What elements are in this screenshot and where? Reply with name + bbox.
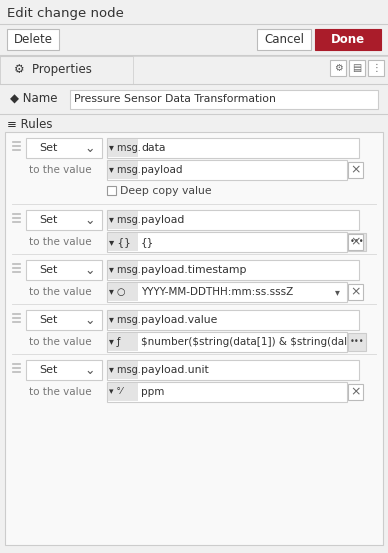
FancyBboxPatch shape xyxy=(26,310,102,330)
FancyBboxPatch shape xyxy=(107,360,359,380)
Text: ▾ msg.: ▾ msg. xyxy=(109,265,141,275)
Text: ▾: ▾ xyxy=(334,287,340,297)
Text: Edit change node: Edit change node xyxy=(7,7,124,19)
Text: YYYY-MM-DDTHH:mm:ss.sssZ: YYYY-MM-DDTHH:mm:ss.sssZ xyxy=(141,287,293,297)
FancyBboxPatch shape xyxy=(348,333,366,351)
Text: to the value: to the value xyxy=(29,237,91,247)
Text: Deep copy value: Deep copy value xyxy=(120,185,211,196)
FancyBboxPatch shape xyxy=(315,29,381,50)
FancyBboxPatch shape xyxy=(107,310,359,330)
Text: Set: Set xyxy=(39,265,57,275)
Text: ⚙  Properties: ⚙ Properties xyxy=(14,64,92,76)
FancyBboxPatch shape xyxy=(107,332,347,352)
FancyBboxPatch shape xyxy=(26,360,102,380)
FancyBboxPatch shape xyxy=(330,60,346,76)
FancyBboxPatch shape xyxy=(108,233,138,251)
Text: ⌄: ⌄ xyxy=(85,142,95,154)
FancyBboxPatch shape xyxy=(349,60,365,76)
Text: payload.unit: payload.unit xyxy=(141,365,209,375)
Text: ≡ Rules: ≡ Rules xyxy=(7,117,52,131)
Text: payload.value: payload.value xyxy=(141,315,217,325)
FancyBboxPatch shape xyxy=(70,90,378,109)
FancyBboxPatch shape xyxy=(257,29,311,50)
Text: ▾ msg.: ▾ msg. xyxy=(109,315,141,325)
FancyBboxPatch shape xyxy=(108,311,138,329)
Text: payload.timestamp: payload.timestamp xyxy=(141,265,246,275)
Text: payload: payload xyxy=(141,165,182,175)
Text: to the value: to the value xyxy=(29,337,91,347)
Text: payload: payload xyxy=(141,215,184,225)
Text: Set: Set xyxy=(39,215,57,225)
Text: ⋮: ⋮ xyxy=(371,63,381,73)
FancyBboxPatch shape xyxy=(107,260,359,280)
Text: to the value: to the value xyxy=(29,287,91,297)
Text: ▾ msg.: ▾ msg. xyxy=(109,215,141,225)
Text: data: data xyxy=(141,143,166,153)
Text: {}: {} xyxy=(141,237,154,247)
FancyBboxPatch shape xyxy=(26,210,102,230)
Text: ▾ ○: ▾ ○ xyxy=(109,287,125,297)
FancyBboxPatch shape xyxy=(108,139,138,157)
FancyBboxPatch shape xyxy=(348,384,363,400)
Text: Delete: Delete xyxy=(14,33,52,46)
FancyBboxPatch shape xyxy=(0,56,388,84)
Text: Done: Done xyxy=(331,33,365,46)
Text: to the value: to the value xyxy=(29,387,91,397)
Text: ×: × xyxy=(350,285,361,299)
FancyBboxPatch shape xyxy=(5,132,383,545)
FancyBboxPatch shape xyxy=(108,333,138,351)
Text: ⌄: ⌄ xyxy=(85,314,95,326)
Text: Set: Set xyxy=(39,315,57,325)
Text: ppm: ppm xyxy=(141,387,165,397)
Text: to the value: to the value xyxy=(29,165,91,175)
Text: ▾ msg.: ▾ msg. xyxy=(109,365,141,375)
FancyBboxPatch shape xyxy=(107,186,116,195)
FancyBboxPatch shape xyxy=(108,361,138,379)
Text: •••: ••• xyxy=(350,337,364,347)
FancyBboxPatch shape xyxy=(107,160,347,180)
Text: ⚙: ⚙ xyxy=(334,63,342,73)
FancyBboxPatch shape xyxy=(348,233,366,251)
FancyBboxPatch shape xyxy=(348,284,363,300)
Text: ⌄: ⌄ xyxy=(85,363,95,377)
FancyBboxPatch shape xyxy=(108,383,138,401)
FancyBboxPatch shape xyxy=(0,56,133,84)
FancyBboxPatch shape xyxy=(26,260,102,280)
FancyBboxPatch shape xyxy=(7,29,59,50)
FancyBboxPatch shape xyxy=(107,232,347,252)
FancyBboxPatch shape xyxy=(368,60,384,76)
Text: Set: Set xyxy=(39,365,57,375)
Text: $number($string(data[1]) & $string(dal: $number($string(data[1]) & $string(dal xyxy=(141,337,347,347)
FancyBboxPatch shape xyxy=(348,162,363,178)
Text: ▾ °⁄: ▾ °⁄ xyxy=(109,388,122,397)
Text: ⌄: ⌄ xyxy=(85,213,95,227)
Text: •••: ••• xyxy=(350,237,364,247)
FancyBboxPatch shape xyxy=(107,382,347,402)
Text: ▾ {}: ▾ {} xyxy=(109,237,131,247)
Text: Pressure Sensor Data Transformation: Pressure Sensor Data Transformation xyxy=(74,95,276,105)
FancyBboxPatch shape xyxy=(348,234,363,250)
FancyBboxPatch shape xyxy=(108,161,138,179)
Text: ×: × xyxy=(350,385,361,399)
FancyBboxPatch shape xyxy=(107,282,347,302)
Text: ▾ msg.: ▾ msg. xyxy=(109,165,141,175)
Text: ×: × xyxy=(350,164,361,176)
FancyBboxPatch shape xyxy=(108,283,138,301)
Text: Set: Set xyxy=(39,143,57,153)
FancyBboxPatch shape xyxy=(108,211,138,229)
Text: Cancel: Cancel xyxy=(264,33,304,46)
Text: ×: × xyxy=(350,236,361,248)
FancyBboxPatch shape xyxy=(107,138,359,158)
FancyBboxPatch shape xyxy=(107,210,359,230)
FancyBboxPatch shape xyxy=(108,261,138,279)
Text: ⌄: ⌄ xyxy=(85,263,95,276)
Text: ▤: ▤ xyxy=(352,63,362,73)
Text: ◆ Name: ◆ Name xyxy=(10,91,57,105)
Text: ▾ ƒ: ▾ ƒ xyxy=(109,337,120,347)
Text: ▾ msg.: ▾ msg. xyxy=(109,143,141,153)
FancyBboxPatch shape xyxy=(26,138,102,158)
